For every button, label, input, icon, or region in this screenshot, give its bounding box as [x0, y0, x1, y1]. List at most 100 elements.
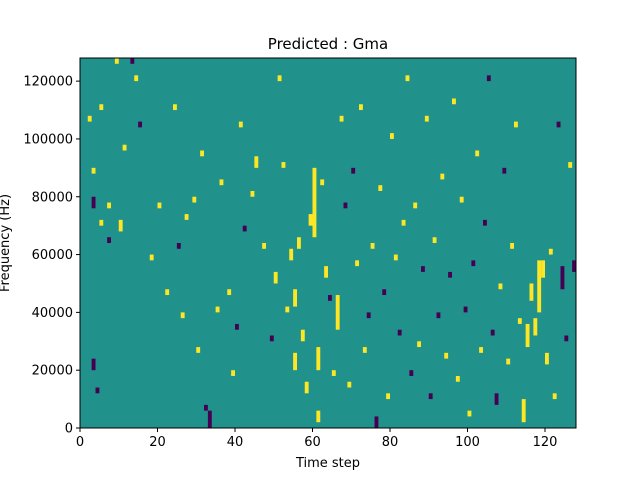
heatmap-cell-70	[390, 133, 394, 139]
heatmap-cell-50	[316, 410, 321, 423]
heatmap-cell-38	[273, 271, 278, 284]
plot-frame	[79, 57, 577, 429]
heatmap-cell-26	[207, 410, 212, 428]
heatmap-cell-72	[397, 329, 402, 336]
heatmap-cell-101	[510, 243, 515, 249]
heatmap-cell-44	[293, 289, 298, 307]
heatmap-cell-93	[479, 347, 484, 353]
heatmap-cell-117	[572, 260, 577, 272]
x-tick-label: 0	[76, 435, 84, 450]
heatmap-cell-48	[308, 214, 313, 226]
heatmap-cell-0	[87, 115, 92, 122]
x-tick-label: 40	[227, 435, 244, 450]
heatmap-cells	[87, 58, 577, 428]
heatmap-cell-103	[517, 318, 522, 324]
heatmap-background	[80, 58, 576, 428]
y-tick-label: 100000	[23, 132, 73, 147]
heatmap-cell-11	[122, 144, 127, 151]
heatmap-cell-52	[320, 179, 325, 186]
heatmap-cell-64	[366, 312, 371, 319]
heatmap-cell-104	[521, 399, 526, 423]
heatmap-cell-23	[196, 347, 201, 353]
heatmap-cell-6	[95, 387, 100, 394]
heatmap-cell-29	[227, 289, 232, 296]
heatmap-cell-77	[417, 341, 422, 348]
heatmap-cell-49	[312, 167, 317, 238]
heatmap-cell-17	[165, 289, 170, 296]
heatmap-cell-3	[99, 219, 104, 226]
heatmap-cell-31	[235, 323, 239, 330]
heatmap-cell-41	[285, 306, 290, 313]
heatmap-cell-28	[219, 179, 224, 186]
heatmap-cell-60	[351, 167, 356, 174]
y-tick-label: 60000	[32, 248, 73, 263]
heatmap-cell-51	[316, 347, 321, 371]
heatmap-cell-96	[490, 329, 495, 336]
heatmap-cell-86	[452, 98, 456, 105]
heatmap-cell-74	[405, 75, 410, 82]
heatmap-cell-100	[506, 358, 511, 365]
heatmap-cell-79	[424, 115, 429, 122]
plot-area	[79, 57, 577, 429]
heatmap-cell-90	[467, 410, 472, 417]
heatmap-cell-53	[324, 266, 329, 278]
heatmap-cell-45	[297, 237, 301, 249]
heatmap-cell-105	[525, 323, 530, 348]
heatmap-cell-76	[413, 202, 418, 209]
heatmap-cell-16	[157, 202, 162, 209]
y-tick-label: 80000	[32, 190, 73, 205]
y-axis: 0 20000 40000 60000 80000 100000 120000	[23, 75, 80, 437]
heatmap-cell-1	[91, 167, 96, 174]
heatmap-cell-88	[459, 196, 464, 203]
x-tick-label: 120	[533, 435, 558, 450]
heatmap-cell-95	[486, 75, 491, 82]
heatmap-cell-91	[471, 260, 476, 267]
heatmap-cell-54	[328, 295, 332, 301]
heatmap-cell-66	[374, 416, 379, 428]
heatmap-cell-35	[254, 156, 259, 168]
heatmap-cell-81	[432, 237, 437, 243]
heatmap-cell-87	[455, 375, 460, 382]
heatmap-cell-106	[529, 283, 534, 301]
x-tick-label: 20	[149, 435, 166, 450]
heatmap-cell-21	[184, 214, 189, 220]
heatmap-cell-62	[359, 104, 363, 111]
heatmap-cell-84	[444, 352, 449, 359]
heatmap-cell-34	[250, 190, 255, 197]
heatmap-cell-75	[409, 370, 414, 376]
heatmap-cell-110	[545, 352, 549, 365]
heatmap-cell-56	[335, 295, 340, 330]
heatmap-cell-8	[99, 104, 104, 111]
y-tick-label: 120000	[23, 75, 73, 90]
heatmap-cell-102	[514, 121, 518, 128]
y-axis-label: Frequency (Hz)	[0, 194, 13, 292]
heatmap-cell-59	[347, 381, 352, 388]
heatmap-cell-46	[300, 329, 305, 342]
heatmap-cell-82	[436, 312, 441, 319]
heatmap-cell-116	[568, 162, 573, 168]
heatmap-cell-108	[537, 260, 542, 313]
heatmap-cell-20	[180, 312, 185, 319]
heatmap-cell-114	[560, 266, 565, 290]
heatmap-cell-42	[289, 248, 294, 261]
heatmap-cell-13	[134, 75, 139, 82]
heatmap-cell-19	[176, 243, 181, 249]
heatmap-cell-24	[200, 150, 205, 157]
heatmap-cell-92	[475, 150, 480, 157]
heatmap-cell-78	[421, 266, 425, 272]
heatmap-cell-32	[238, 121, 243, 128]
heatmap-cell-47	[304, 381, 309, 394]
heatmap-cell-43	[293, 352, 298, 371]
heatmap-cell-12	[130, 58, 135, 64]
heatmap-cell-94	[483, 219, 487, 226]
heatmap-cell-112	[552, 393, 557, 400]
heatmap-cell-25	[204, 404, 208, 411]
heatmap-cell-27	[215, 306, 220, 313]
heatmap-cell-58	[343, 202, 348, 209]
heatmap-cell-2	[91, 196, 96, 209]
heatmap-cell-14	[138, 121, 143, 128]
heatmap-cell-113	[556, 121, 561, 128]
heatmap-cell-89	[463, 306, 468, 313]
heatmap-cell-55	[331, 370, 336, 376]
